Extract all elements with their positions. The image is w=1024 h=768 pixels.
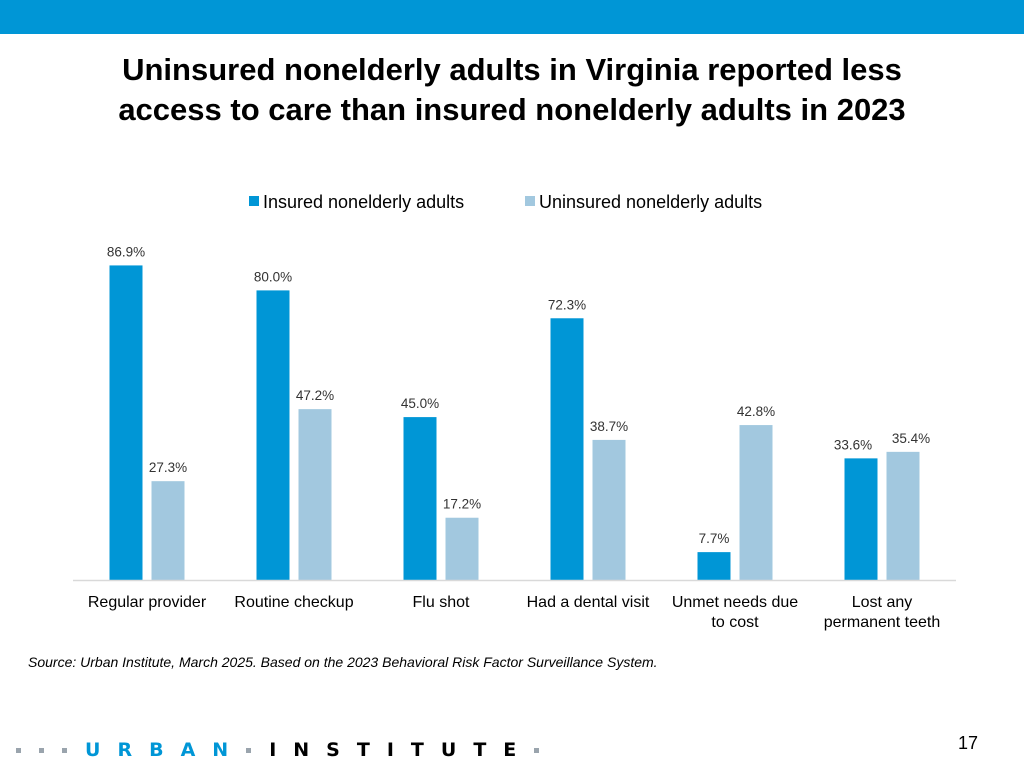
data-label: 38.7% [590, 419, 628, 434]
x-tick-label: Had a dental visit [527, 594, 650, 611]
bar-insured [256, 290, 290, 580]
x-tick-label: to cost [711, 614, 759, 631]
page-title: Uninsured nonelderly adults in Virginia … [0, 50, 1024, 130]
logo-letter: E [503, 739, 517, 761]
bar-uninsured [886, 451, 920, 580]
data-label: 27.3% [149, 460, 187, 475]
bar-insured [844, 458, 878, 580]
logo-dot [62, 747, 67, 753]
bar-uninsured [151, 481, 185, 580]
logo-letter: A [180, 739, 196, 761]
logo-letter: S [326, 739, 340, 761]
x-tick-label: Routine checkup [234, 594, 353, 611]
logo-letter: U [440, 739, 457, 761]
x-tick-label: Unmet needs due [672, 594, 798, 611]
logo-letter: I [386, 739, 394, 761]
bar-uninsured [592, 439, 626, 580]
bar-insured [697, 552, 731, 580]
data-label: 33.6% [834, 437, 872, 452]
legend-label-1: Insured nonelderly adults [263, 192, 464, 212]
logo-letter: T [410, 739, 424, 761]
legend-swatch-1 [249, 196, 259, 206]
logo-dot [16, 747, 21, 753]
x-tick-label: Flu shot [413, 594, 470, 611]
logo-dot [246, 747, 252, 753]
bar-insured [550, 318, 584, 580]
page-number: 17 [958, 733, 979, 753]
logo-letter: I [269, 739, 277, 761]
data-label: 80.0% [254, 269, 292, 284]
bar-chart: Insured nonelderly adults Uninsured nonel… [73, 192, 956, 631]
logo-letter: B [149, 739, 164, 761]
x-tick-label: permanent teeth [824, 614, 941, 631]
legend-swatch-2 [525, 196, 535, 206]
legend-label-2: Uninsured nonelderly adults [539, 192, 762, 212]
logo-dot [534, 747, 540, 753]
logo-letter: R [117, 739, 133, 761]
header-bar [0, 0, 1024, 34]
bar-uninsured [298, 409, 332, 580]
data-label: 86.9% [107, 244, 145, 259]
logo-letter: T [473, 739, 487, 761]
data-label: 47.2% [296, 388, 334, 403]
bar-insured [109, 265, 143, 580]
data-label: 35.4% [892, 431, 930, 446]
data-label: 42.8% [737, 404, 775, 419]
bar-uninsured [739, 425, 773, 580]
data-label: 45.0% [401, 396, 439, 411]
x-tick-label: Regular provider [88, 594, 207, 611]
x-tick-label: Lost any [852, 594, 912, 611]
bar-uninsured [445, 517, 479, 580]
source-note: Source: Urban Institute, March 2025. Bas… [28, 654, 658, 670]
logo-dot [39, 747, 44, 753]
title-line-1: Uninsured nonelderly adults in Virginia … [122, 52, 902, 87]
data-label: 7.7% [699, 531, 730, 546]
logo-letter: N [293, 739, 310, 761]
title-line-2: access to care than insured nonelderly a… [118, 92, 906, 127]
logo-letter: T [356, 739, 370, 761]
logo-letter: U [85, 739, 101, 761]
logo-letter: N [212, 739, 229, 761]
bar-insured [403, 417, 437, 580]
data-label: 17.2% [443, 497, 481, 512]
data-label: 72.3% [548, 297, 586, 312]
